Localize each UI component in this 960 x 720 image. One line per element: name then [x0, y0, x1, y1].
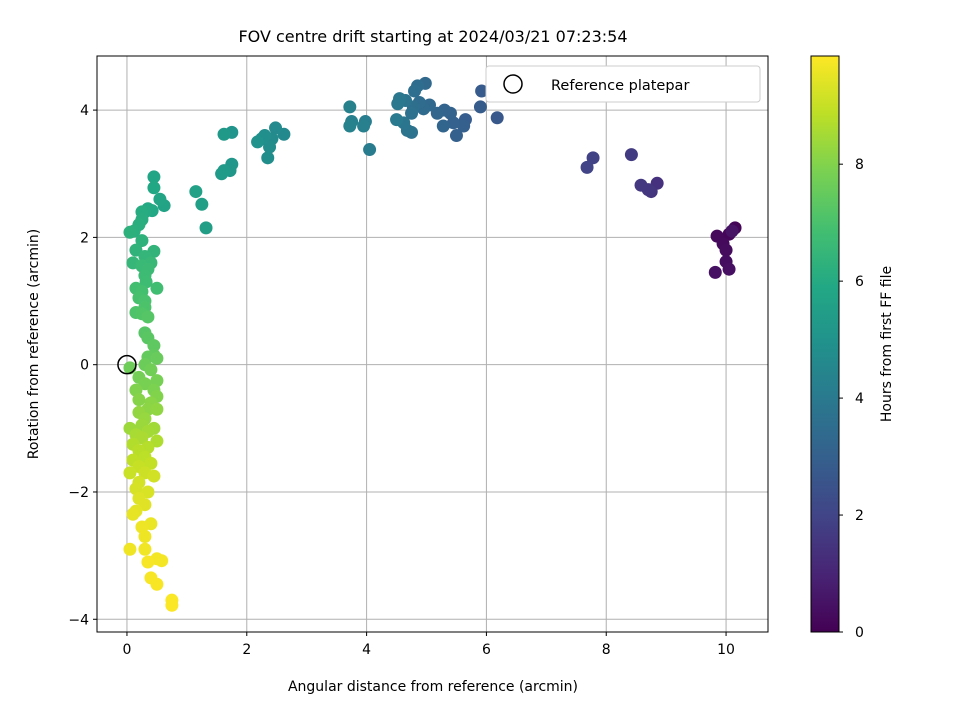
x-tick-label: 0	[122, 642, 131, 658]
scatter-point	[147, 469, 161, 483]
scatter-point	[405, 106, 419, 120]
scatter-point	[155, 554, 169, 568]
scatter-point	[708, 265, 722, 279]
y-axis-label: Rotation from reference (arcmin)	[26, 229, 42, 459]
scatter-point	[150, 434, 164, 448]
colorbar-tick-label: 0	[855, 625, 864, 641]
scatter-point	[132, 393, 146, 407]
scatter-point	[343, 100, 357, 114]
scatter-point	[150, 351, 164, 365]
scatter-point	[150, 281, 164, 295]
scatter-point	[624, 148, 638, 162]
scatter-point	[138, 377, 152, 391]
reference-marker-group	[117, 354, 137, 375]
scatter-point	[217, 127, 231, 141]
colorbar-tick-label: 8	[855, 157, 864, 173]
scatter-point	[199, 221, 213, 235]
scatter-point	[719, 243, 733, 257]
scatter-point	[153, 192, 167, 206]
legend-marker-icon	[503, 74, 523, 94]
scatter-point	[138, 530, 152, 544]
scatter-point	[390, 113, 404, 127]
x-tick-label: 2	[242, 642, 251, 658]
scatter-points	[123, 76, 742, 612]
scatter-point	[147, 181, 161, 195]
colorbar	[810, 55, 840, 633]
x-tick-label: 10	[717, 642, 735, 658]
scatter-point	[449, 129, 463, 143]
scatter-point	[343, 119, 357, 133]
scatter-point	[436, 119, 450, 133]
y-tick-label: −4	[68, 612, 89, 628]
scatter-point	[391, 97, 405, 111]
scatter-point	[475, 84, 489, 98]
reference-platepar-marker	[117, 354, 137, 375]
scatter-point	[722, 262, 736, 276]
scatter-point	[189, 185, 203, 199]
scatter-point	[261, 151, 275, 165]
scatter-point	[150, 577, 164, 591]
scatter-point	[147, 170, 161, 184]
scatter-point	[147, 339, 161, 353]
x-axis-ticks: 0 2 4 6 8 10	[122, 632, 735, 658]
legend: Reference platepar	[485, 65, 761, 103]
scatter-point	[138, 542, 152, 556]
chart-title: FOV centre drift starting at 2024/03/21 …	[238, 27, 627, 46]
scatter-point	[141, 310, 155, 324]
y-axis-ticks: −4 −2 0 2 4	[68, 103, 97, 628]
scatter-point	[141, 555, 155, 569]
scatter-point	[269, 121, 283, 135]
scatter-point	[123, 542, 137, 556]
scatter-point	[580, 160, 594, 174]
scatter-point	[129, 243, 143, 257]
legend-entry: Reference platepar	[551, 78, 689, 94]
colorbar-tick-label: 2	[855, 508, 864, 524]
scatter-point	[363, 143, 377, 157]
scatter-point	[215, 167, 229, 181]
scatter-point	[123, 466, 137, 480]
scatter-point	[586, 151, 600, 165]
x-tick-label: 4	[362, 642, 371, 658]
x-axis-label: Angular distance from reference (arcmin)	[288, 679, 578, 695]
scatter-point	[357, 119, 371, 133]
scatter-point	[135, 234, 149, 248]
scatter-point	[141, 485, 155, 499]
scatter-point	[251, 135, 265, 149]
scatter-point	[126, 507, 140, 521]
scatter-point	[490, 111, 504, 125]
scatter-point	[135, 431, 149, 445]
scatter-point	[263, 140, 277, 154]
colorbar-tick-label: 4	[855, 391, 864, 407]
scatter-point	[138, 498, 152, 512]
y-tick-label: 4	[80, 103, 89, 119]
scatter-point	[725, 224, 739, 238]
y-tick-label: −2	[68, 485, 89, 501]
scatter-point	[457, 119, 471, 133]
x-tick-label: 6	[482, 642, 491, 658]
scatter-point	[195, 197, 209, 211]
colorbar-ticks: 0 2 4 6 8	[839, 157, 864, 641]
scatter-point	[408, 84, 422, 98]
colorbar-label: Hours from first FF file	[879, 266, 895, 422]
scatter-point	[123, 225, 137, 239]
legend-box	[485, 65, 761, 103]
y-tick-label: 2	[80, 230, 89, 246]
scatter-point	[144, 363, 158, 377]
scatter-point	[144, 456, 158, 470]
scatter-point	[430, 106, 444, 120]
scatter-point	[150, 402, 164, 416]
plot-frame	[96, 55, 769, 633]
scatter-point	[165, 598, 179, 612]
x-tick-label: 8	[602, 642, 611, 658]
colorbar-tick-label: 6	[855, 274, 864, 290]
scatter-point	[473, 100, 487, 114]
scatter-point	[634, 178, 648, 192]
plot-area	[97, 56, 768, 632]
y-tick-label: 0	[80, 358, 89, 374]
